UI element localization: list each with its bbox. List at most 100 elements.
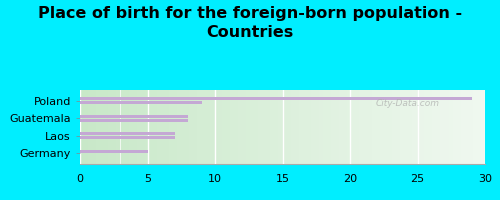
Bar: [360, 90, 364, 164]
Bar: [214, 90, 218, 164]
Bar: [343, 90, 347, 164]
Bar: [112, 90, 116, 164]
Bar: [440, 90, 444, 164]
Bar: [84, 90, 88, 164]
Bar: [116, 90, 120, 164]
Bar: [80, 115, 188, 118]
Bar: [230, 90, 234, 164]
Bar: [128, 90, 132, 164]
Bar: [319, 90, 323, 164]
Bar: [218, 90, 222, 164]
Bar: [420, 90, 424, 164]
Bar: [153, 90, 157, 164]
Bar: [356, 90, 360, 164]
Bar: [80, 101, 202, 104]
Bar: [460, 90, 465, 164]
Bar: [132, 90, 136, 164]
Bar: [161, 90, 165, 164]
Bar: [376, 90, 380, 164]
Bar: [448, 90, 452, 164]
Bar: [246, 90, 250, 164]
Bar: [136, 90, 141, 164]
Bar: [396, 90, 400, 164]
Bar: [222, 90, 226, 164]
Bar: [80, 150, 148, 153]
Bar: [266, 90, 270, 164]
Bar: [80, 97, 471, 100]
Bar: [352, 90, 356, 164]
Bar: [270, 90, 274, 164]
Bar: [469, 90, 473, 164]
Bar: [286, 90, 290, 164]
Bar: [234, 90, 238, 164]
Bar: [254, 90, 258, 164]
Bar: [80, 136, 174, 139]
Bar: [141, 90, 145, 164]
Bar: [307, 90, 311, 164]
Bar: [282, 90, 286, 164]
Bar: [388, 90, 392, 164]
Bar: [364, 90, 368, 164]
Bar: [181, 90, 186, 164]
Bar: [92, 90, 96, 164]
Text: Place of birth for the foreign-born population -
Countries: Place of birth for the foreign-born popu…: [38, 6, 462, 40]
Bar: [210, 90, 214, 164]
Bar: [194, 90, 198, 164]
Bar: [198, 90, 202, 164]
Bar: [452, 90, 456, 164]
Bar: [202, 90, 205, 164]
Bar: [124, 90, 128, 164]
Bar: [108, 90, 112, 164]
Bar: [323, 90, 327, 164]
Bar: [96, 90, 100, 164]
Bar: [165, 90, 169, 164]
Bar: [335, 90, 339, 164]
Bar: [331, 90, 335, 164]
Bar: [368, 90, 372, 164]
Bar: [339, 90, 343, 164]
Bar: [177, 90, 181, 164]
Bar: [262, 90, 266, 164]
Bar: [473, 90, 477, 164]
Bar: [258, 90, 262, 164]
Bar: [290, 90, 294, 164]
Bar: [80, 90, 84, 164]
Bar: [436, 90, 440, 164]
Bar: [169, 90, 173, 164]
Bar: [238, 90, 242, 164]
Bar: [311, 90, 315, 164]
Bar: [456, 90, 460, 164]
Bar: [173, 90, 177, 164]
Bar: [303, 90, 307, 164]
Bar: [149, 90, 153, 164]
Bar: [190, 90, 194, 164]
Bar: [100, 90, 104, 164]
Bar: [412, 90, 416, 164]
Bar: [88, 90, 92, 164]
Bar: [80, 132, 174, 135]
Bar: [120, 90, 124, 164]
Bar: [408, 90, 412, 164]
Bar: [104, 90, 108, 164]
Bar: [294, 90, 298, 164]
Bar: [348, 90, 352, 164]
Bar: [145, 90, 149, 164]
Bar: [242, 90, 246, 164]
Bar: [481, 90, 485, 164]
Bar: [206, 90, 210, 164]
Bar: [372, 90, 376, 164]
Bar: [432, 90, 436, 164]
Bar: [477, 90, 481, 164]
Bar: [416, 90, 420, 164]
Bar: [274, 90, 278, 164]
Bar: [380, 90, 384, 164]
Bar: [186, 90, 190, 164]
Bar: [226, 90, 230, 164]
Bar: [250, 90, 254, 164]
Bar: [298, 90, 303, 164]
Bar: [404, 90, 408, 164]
Bar: [157, 90, 161, 164]
Bar: [444, 90, 448, 164]
Bar: [428, 90, 432, 164]
Bar: [465, 90, 469, 164]
